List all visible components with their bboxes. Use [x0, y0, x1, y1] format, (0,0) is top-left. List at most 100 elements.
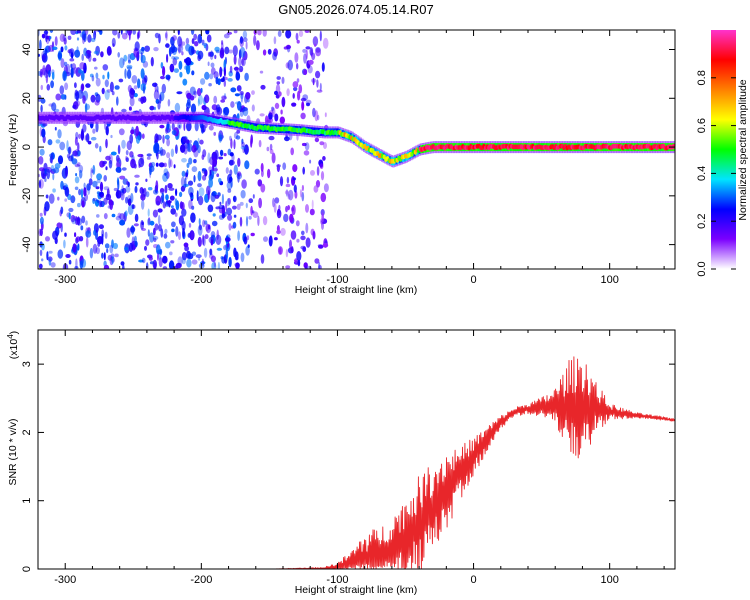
spectrogram-cell	[95, 121, 99, 133]
spectrogram-cell	[97, 241, 101, 247]
spectrogram-cell	[125, 185, 131, 193]
spectrogram-cell	[190, 212, 196, 223]
spectrogram-cell	[285, 183, 291, 188]
spectrogram-cell	[203, 44, 207, 49]
spectrogram-cell	[100, 51, 104, 58]
snr-x-axis-title: Height of straight line (km)	[295, 584, 418, 596]
spectrogram-cell	[243, 144, 249, 155]
spectrogram-cell	[228, 223, 232, 231]
spectrogram-cell	[222, 76, 225, 81]
spectrogram-cell	[219, 66, 223, 78]
spectrogram-cell	[250, 232, 255, 237]
snr-panel: -300 -200 -100 0 100 0 1 2 3 Height of straight…	[6, 329, 676, 596]
spectrogram-cell	[106, 89, 111, 93]
spectrogram-cell	[281, 96, 286, 108]
spectrogram-cell	[41, 243, 45, 251]
spectrogram-cell	[193, 175, 196, 183]
spectrogram-cell	[170, 36, 175, 46]
spectrogram-cell	[66, 140, 69, 152]
spectrogram-cell	[41, 54, 46, 62]
spectrogram-cell	[269, 148, 274, 155]
spectrogram-cell	[171, 221, 176, 228]
spectrogram-cell	[114, 85, 120, 90]
spectrogram-cell	[319, 141, 325, 146]
spectrogram-cell	[123, 54, 128, 62]
spectrogram-cell	[117, 31, 121, 39]
spectrogram-cell	[86, 50, 92, 55]
spectrogram-cell	[169, 159, 173, 168]
spectrogram-cell	[85, 236, 89, 248]
spectrogram-cell	[44, 201, 50, 212]
spectrogram-cell	[188, 157, 193, 165]
spectrogram-cell	[302, 48, 307, 53]
spectrogram-cell	[257, 215, 260, 227]
spectrogram-cell	[286, 88, 290, 97]
spectrogram-cell	[250, 138, 253, 148]
spectrogram-cell	[179, 38, 183, 49]
spectrogram-cell	[125, 196, 128, 204]
spectrogram-cell	[227, 188, 232, 193]
spectrogram-cell	[214, 194, 220, 199]
spectrogram-cell	[237, 172, 240, 183]
spectrogram-cell	[92, 180, 98, 188]
spectrogram-cell	[165, 43, 170, 48]
spectrogram-cell	[233, 54, 237, 65]
spectrogram-cell	[159, 187, 165, 193]
spectrogram-cell	[221, 213, 226, 219]
spectrogram-cell	[159, 248, 163, 256]
spectrogram-cell	[112, 30, 118, 36]
spectrogram-cell	[242, 146, 245, 154]
spectrogram-cell	[128, 59, 131, 64]
spectrogram-cell	[189, 192, 194, 198]
spectrogram-cell	[274, 197, 280, 204]
spectrogram-cell	[44, 69, 49, 79]
spectrogram-cell	[101, 229, 105, 238]
spectrogram-cell	[57, 129, 62, 139]
spectrogram-cell	[130, 158, 136, 169]
spectrogram-cell	[212, 157, 218, 167]
spectrogram-cell	[40, 71, 43, 76]
spectrogram-cell	[142, 85, 146, 94]
spectrogram-cell	[216, 104, 221, 113]
spectrogram-cell	[300, 97, 307, 102]
spectrogram-cell	[160, 75, 165, 80]
spectrogram-cell	[121, 167, 127, 171]
spectrogram-cell	[101, 87, 105, 95]
spectrogram-cell	[201, 129, 205, 133]
spectrogram-cell	[240, 145, 246, 150]
spectrogram-cell	[209, 50, 214, 61]
spectrogram-cell	[197, 137, 200, 145]
spectrogram-cell	[234, 251, 239, 261]
spectrogram-cell	[111, 91, 115, 96]
spectrogram-cell	[305, 99, 312, 105]
spectrogram-cell	[60, 58, 65, 69]
spectrogram-cell	[207, 204, 214, 213]
spectrogram-cell	[96, 214, 100, 218]
spectrogram-cell	[248, 215, 252, 220]
spectrogram-cell	[50, 80, 54, 89]
spectrogram-cell	[141, 228, 147, 231]
spectrogram-cell	[162, 255, 168, 264]
spectrogram-cell	[165, 74, 171, 80]
snr-y-ticks: 0 1 2 3	[21, 361, 675, 572]
spectrogram-cell	[276, 229, 281, 235]
spectrogram-cell	[68, 212, 71, 220]
spectrogram-cell	[105, 166, 108, 171]
spectrogram-cell	[77, 142, 80, 152]
spectrogram-cell	[75, 236, 81, 243]
spectrogram-cell	[90, 167, 93, 179]
spectrogram-cell	[282, 162, 287, 170]
spectrogram-cell	[171, 129, 177, 136]
spectrogram-cell	[161, 83, 166, 94]
spectrogram-cell	[92, 197, 98, 202]
spectrogram-cell	[309, 208, 315, 216]
spectrogram-cell	[81, 200, 85, 208]
spectrogram-cell	[271, 152, 276, 164]
spectrogram-cell	[85, 133, 90, 143]
spectrogram-cell	[199, 34, 202, 43]
spectrogram-cell	[160, 149, 166, 156]
spectrogram-cell	[207, 51, 211, 57]
spectrogram-cell	[229, 152, 234, 157]
colorbar-label: Normalized spectral amplitude	[737, 79, 749, 220]
spectrogram-cell	[128, 106, 132, 111]
